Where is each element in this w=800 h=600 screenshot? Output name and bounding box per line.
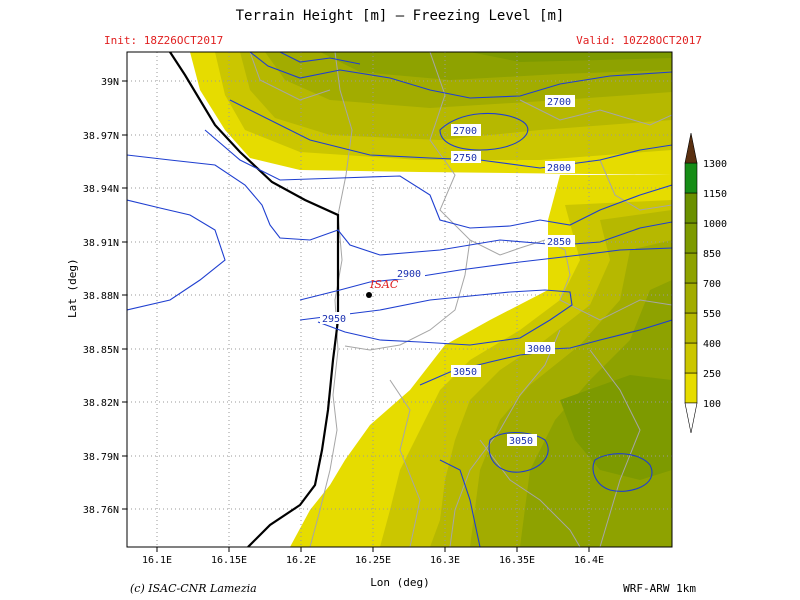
y-tick-label: 38.91N [83,238,119,249]
contour-labels: 2700 2700 2750 2800 2850 2900 2950 3000 … [320,95,575,447]
contour-label: 2900 [397,269,421,280]
colorbar-bottom-triangle [684,402,698,434]
colorbar-segment [684,372,698,404]
colorbar-segment [684,342,698,374]
x-tick-label: 16.25E [355,555,391,566]
colorbar-segment [684,312,698,344]
contour-label: 2700 [547,97,571,108]
x-tick-label: 16.2E [286,555,316,566]
y-tick-label: 38.82N [83,398,119,409]
colorbar-label: 400 [703,339,721,350]
contour-label: 2800 [547,163,571,174]
contour-label: 3050 [453,367,477,378]
contour-label: 2950 [322,314,346,325]
x-tick-label: 16.3E [430,555,460,566]
terrain-band-850-north [470,52,672,62]
copyright: (c) ISAC-CNR Lamezia [130,582,257,595]
colorbar-label: 100 [703,399,721,410]
x-axis-label: Lon (deg) [370,576,430,589]
map-plot-area: 2700 2700 2750 2800 2850 2900 2950 3000 … [127,52,672,547]
colorbar-label: 550 [703,309,721,320]
colorbar [684,132,698,434]
contour-label: 2750 [453,153,477,164]
terrain-band-850 [560,375,672,480]
contour-label: 3000 [527,344,551,355]
colorbar-segment [684,282,698,314]
x-tick-labels: 16.1E 16.15E 16.2E 16.25E 16.3E 16.35E 1… [142,555,604,566]
x-tick-label: 16.15E [211,555,247,566]
y-tick-labels: 39N 38.97N 38.94N 38.91N 38.88N 38.85N 3… [83,77,119,516]
contour-label: 2700 [453,126,477,137]
y-tick-label: 38.79N [83,452,119,463]
x-tick-label: 16.4E [574,555,604,566]
chart-title: Terrain Height [m] — Freezing Level [m] [235,8,565,24]
coastline [169,52,340,547]
contour-label: 2850 [547,237,571,248]
model-label: WRF-ARW 1km [623,582,696,595]
colorbar-label: 1300 [703,159,727,170]
colorbar-segment [684,222,698,254]
colorbar-label: 250 [703,369,721,380]
colorbar-label: 850 [703,249,721,260]
graticule [127,52,672,547]
plot-frame [126,51,673,548]
colorbar-labels: 100 250 400 550 700 850 1000 1150 1300 [703,159,727,410]
init-time: Init: 18Z26OCT2017 [104,34,224,47]
y-tick-label: 38.76N [83,505,119,516]
station-label: ISAC [369,278,399,291]
y-tick-label: 38.88N [83,291,119,302]
y-tick-label: 38.85N [83,345,119,356]
colorbar-label: 1000 [703,219,727,230]
x-tick-label: 16.1E [142,555,172,566]
colorbar-segment [684,252,698,284]
tick-marks [122,80,590,552]
contour-label: 3050 [509,436,533,447]
admin-boundaries [249,52,672,547]
colorbar-segment [684,192,698,224]
colorbar-top-triangle [684,132,698,164]
valid-time: Valid: 10Z28OCT2017 [576,34,702,47]
station-marker [366,292,372,298]
y-tick-label: 38.97N [83,131,119,142]
y-tick-label: 39N [101,77,119,88]
x-tick-label: 16.35E [499,555,535,566]
colorbar-label: 700 [703,279,721,290]
colorbar-segment [684,162,698,194]
y-tick-label: 38.94N [83,184,119,195]
colorbar-label: 1150 [703,189,727,200]
